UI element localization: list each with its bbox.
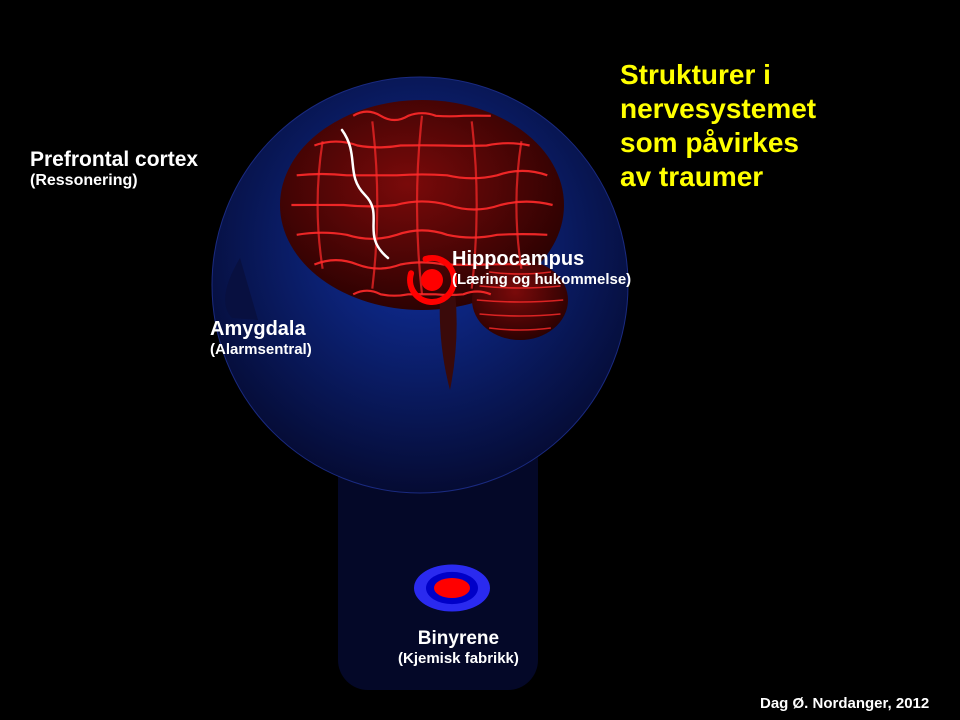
label-prefrontal: Prefrontal cortex (Ressonering) — [30, 148, 198, 190]
label-hippocampus-sub: (Læring og hukommelse) — [452, 271, 631, 288]
diagram-canvas: Strukturer inervesystemetsom påvirkesav … — [0, 0, 960, 720]
label-prefrontal-sub: (Ressonering) — [30, 172, 198, 190]
author-credit: Dag Ø. Nordanger, 2012 — [760, 695, 929, 712]
label-amygdala: Amygdala (Alarmsentral) — [210, 318, 312, 358]
adrenal-marker — [414, 564, 490, 611]
label-amygdala-sub: (Alarmsentral) — [210, 341, 312, 358]
label-hippocampus: Hippocampus (Læring og hukommelse) — [452, 248, 631, 288]
slide-title: Strukturer inervesystemetsom påvirkesav … — [620, 58, 816, 194]
label-adrenal-sub: (Kjemisk fabrikk) — [398, 650, 519, 667]
label-adrenal-title: Binyrene — [418, 628, 499, 649]
slide-title-line: av traumer — [620, 160, 816, 194]
slide-title-line: Strukturer i — [620, 58, 816, 92]
label-amygdala-title: Amygdala — [210, 318, 306, 340]
label-adrenal: Binyrene (Kjemisk fabrikk) — [398, 628, 519, 667]
label-hippocampus-title: Hippocampus — [452, 248, 584, 270]
slide-title-line: som påvirkes — [620, 126, 816, 160]
slide-title-line: nervesystemet — [620, 92, 816, 126]
label-prefrontal-title: Prefrontal cortex — [30, 148, 198, 171]
